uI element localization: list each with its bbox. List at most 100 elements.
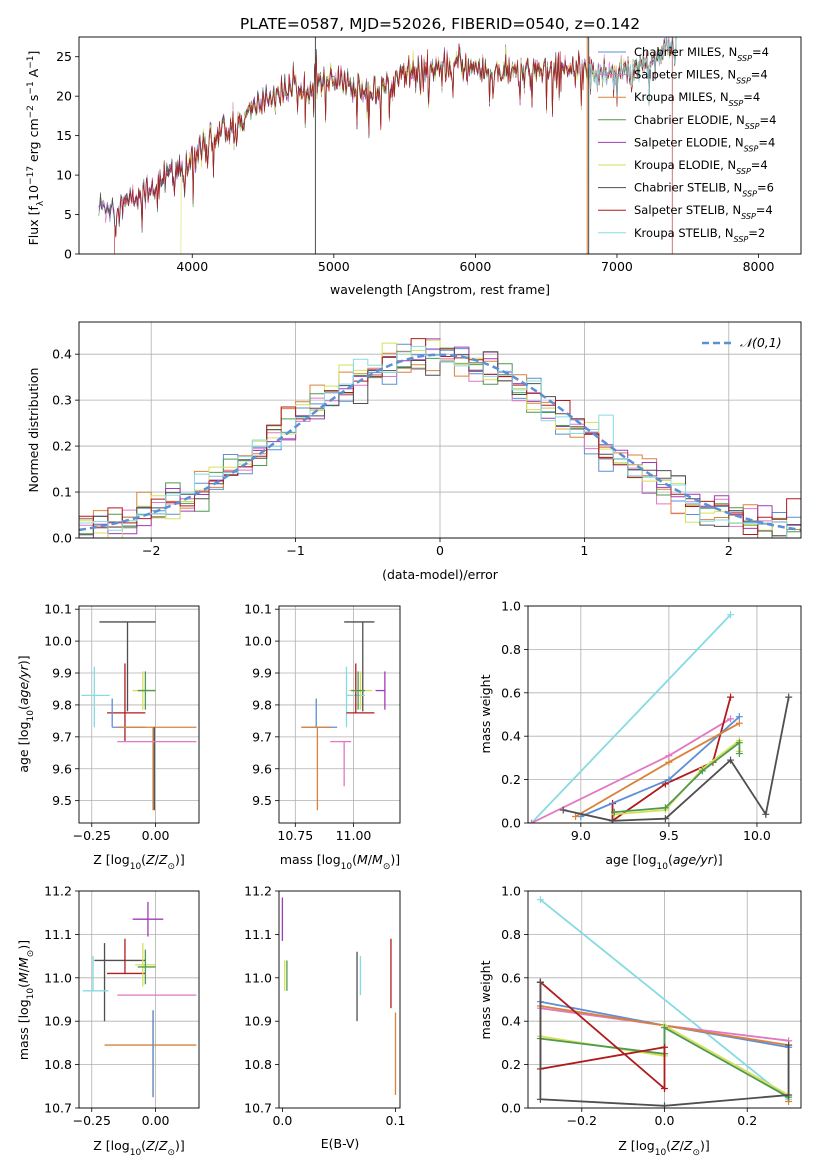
weight-marker-chabrier_stelib	[785, 1041, 793, 1049]
y-tick-label: 11.0	[44, 970, 72, 985]
panel-spectrum: 4000 5000 6000 7000 8000 0 5 10 15 20 25 wavelength…	[26, 36, 802, 297]
y-tick-label: 0.3	[52, 393, 72, 408]
weight-line-chabrier_elodie	[614, 740, 741, 813]
y-tick-label: 10.1	[244, 602, 272, 617]
y-tick-label: 9.9	[52, 666, 72, 681]
y-tick-label: 10.0	[44, 634, 72, 649]
y-tick-label: 11.1	[244, 927, 272, 942]
weight-line-kroupa_miles	[575, 722, 740, 818]
weight-marker-chabrier_elodie	[610, 808, 618, 816]
axes-frame	[278, 605, 401, 824]
y-tick-label: 10.1	[44, 602, 72, 617]
panel-mass-vs-Z: −0.25 0.00 10.7 10.8 10.9 11.0 11.1 11.2 Z [log1…	[16, 884, 200, 1158]
x-tick-label: 6000	[459, 259, 491, 274]
x-tick-label: 0.1	[386, 1113, 406, 1128]
panel-age-vs-mass: 10.75 11.00 9.5 9.6 9.7 9.8 9.9 10.0 10.1 mass [l…	[244, 602, 401, 872]
weight-line-kroupa_stelib	[530, 614, 732, 823]
y-axis-label: Flux [fλ10−17 erg cm−2 s−1 A−1]	[26, 51, 46, 246]
x-tick-label: −0.2	[567, 1113, 597, 1128]
weight-marker-salpeter_miles	[528, 819, 536, 823]
x-tick-label: 0.0	[272, 1113, 292, 1128]
weight-line-chabrier_stelib	[563, 696, 790, 822]
plot-area	[98, 37, 677, 254]
y-tick-label: 10.7	[44, 1101, 72, 1116]
x-tick-label: 4000	[176, 259, 208, 274]
y-axis-label: mass weight	[478, 674, 493, 753]
plot-area	[528, 611, 793, 823]
x-tick-label: 7000	[601, 259, 633, 274]
y-tick-label: 9.7	[52, 729, 72, 744]
y-tick-label: 15	[56, 128, 72, 143]
weight-marker-kroupa_stelib	[727, 611, 735, 619]
weight-marker-salpeter_miles	[665, 752, 673, 760]
weight-marker-salpeter_stelib	[661, 1043, 668, 1051]
y-tick-label: 0.1	[52, 485, 72, 500]
x-tick-label: 9.5	[659, 828, 679, 843]
y-tick-label: 10.8	[244, 1057, 272, 1072]
axes-frame	[278, 890, 401, 1109]
legend-label: Salpeter STELIB, NSSP=4	[634, 203, 773, 221]
x-tick-label: 9.0	[571, 828, 591, 843]
weight-marker-chabrier_elodie	[735, 750, 743, 758]
y-tick-label: 11.2	[44, 884, 72, 899]
y-tick-label: 20	[56, 89, 72, 104]
axes-frame	[78, 890, 200, 1109]
legend: Chabrier MILES, NSSP=4 Salpeter MILES, NS…	[598, 45, 776, 243]
y-tick-label: 10.0	[244, 634, 272, 649]
x-tick-label: 0.2	[737, 1113, 757, 1128]
y-tick-label: 5	[64, 207, 72, 222]
x-axis-label: wavelength [Angstrom, rest frame]	[330, 282, 550, 297]
weight-marker-kroupa_miles	[572, 812, 580, 820]
weight-marker-kroupa_miles	[665, 758, 673, 766]
y-tick-label: 9.8	[52, 697, 72, 712]
panel-mass-vs-ebv: 0.0 0.1 10.7 10.8 10.9 11.0 11.1 11.2 E(B-V)	[244, 884, 405, 1152]
weight-line-salpeter_stelib	[539, 981, 666, 1091]
x-axis-label: age [log10(age/yr)]	[605, 852, 722, 872]
y-tick-label: 25	[56, 49, 72, 64]
x-tick-label: 5000	[318, 259, 350, 274]
weight-marker-salpeter_miles	[727, 715, 735, 723]
weight-marker-kroupa_stelib	[536, 896, 544, 904]
legend-label: Chabrier STELIB, NSSP=6	[634, 181, 774, 199]
legend-label: Chabrier ELODIE, NSSP=4	[634, 113, 776, 131]
plot-area	[301, 621, 386, 811]
y-tick-label: 0	[64, 247, 72, 262]
x-axis-label: (data-model)/error	[382, 567, 499, 582]
histogram-kroupa_stelib	[79, 345, 801, 538]
y-axis-label: Normed distribution	[26, 368, 41, 493]
legend-label: Salpeter ELODIE, NSSP=4	[634, 135, 775, 153]
y-tick-label: 0.0	[501, 816, 521, 831]
y-tick-label: 0.6	[501, 970, 521, 985]
y-tick-label: 0.2	[52, 439, 72, 454]
weight-marker-chabrier_elodie	[735, 739, 743, 747]
y-tick-label: 10.9	[244, 1014, 272, 1029]
y-axis-label: mass weight	[478, 960, 493, 1039]
x-tick-label: 0	[436, 543, 444, 558]
x-tick-label: 8000	[743, 259, 775, 274]
weight-marker-chabrier_stelib	[785, 693, 793, 701]
series-line-kroupa_stelib	[588, 37, 677, 254]
x-tick-label: 10.0	[743, 828, 771, 843]
plot-area	[536, 896, 793, 1108]
y-tick-label: 0.8	[501, 642, 521, 657]
weight-marker-chabrier_elodie	[698, 767, 706, 775]
plot-area	[79, 338, 801, 538]
y-tick-label: 0.0	[52, 531, 72, 546]
weight-marker-chabrier_miles	[735, 713, 743, 721]
x-tick-label: 10.75	[277, 828, 313, 843]
y-tick-label: 9.6	[252, 761, 272, 776]
x-tick-label: −0.25	[73, 828, 111, 843]
axes-frame	[78, 321, 802, 539]
weight-marker-chabrier_stelib	[661, 1102, 668, 1108]
y-tick-label: 0.0	[501, 1101, 521, 1116]
weight-marker-chabrier_stelib	[785, 1091, 793, 1099]
x-axis-label: Z [log10(Z/Z⊙)]	[618, 1138, 710, 1158]
y-tick-label: 11.2	[244, 884, 272, 899]
weight-marker-chabrier_stelib	[536, 1095, 544, 1103]
weight-marker-chabrier_elodie	[661, 804, 669, 812]
y-tick-label: 0.2	[501, 1057, 521, 1072]
weight-marker-salpeter_stelib	[727, 693, 735, 701]
x-axis-label: Z [log10(Z/Z⊙)]	[93, 1138, 185, 1158]
panel-weight-vs-Z: −0.2 0.0 0.2 0.0 0.2 0.4 0.6 0.8 1.0 Z [log10(Z/Z…	[478, 884, 802, 1158]
